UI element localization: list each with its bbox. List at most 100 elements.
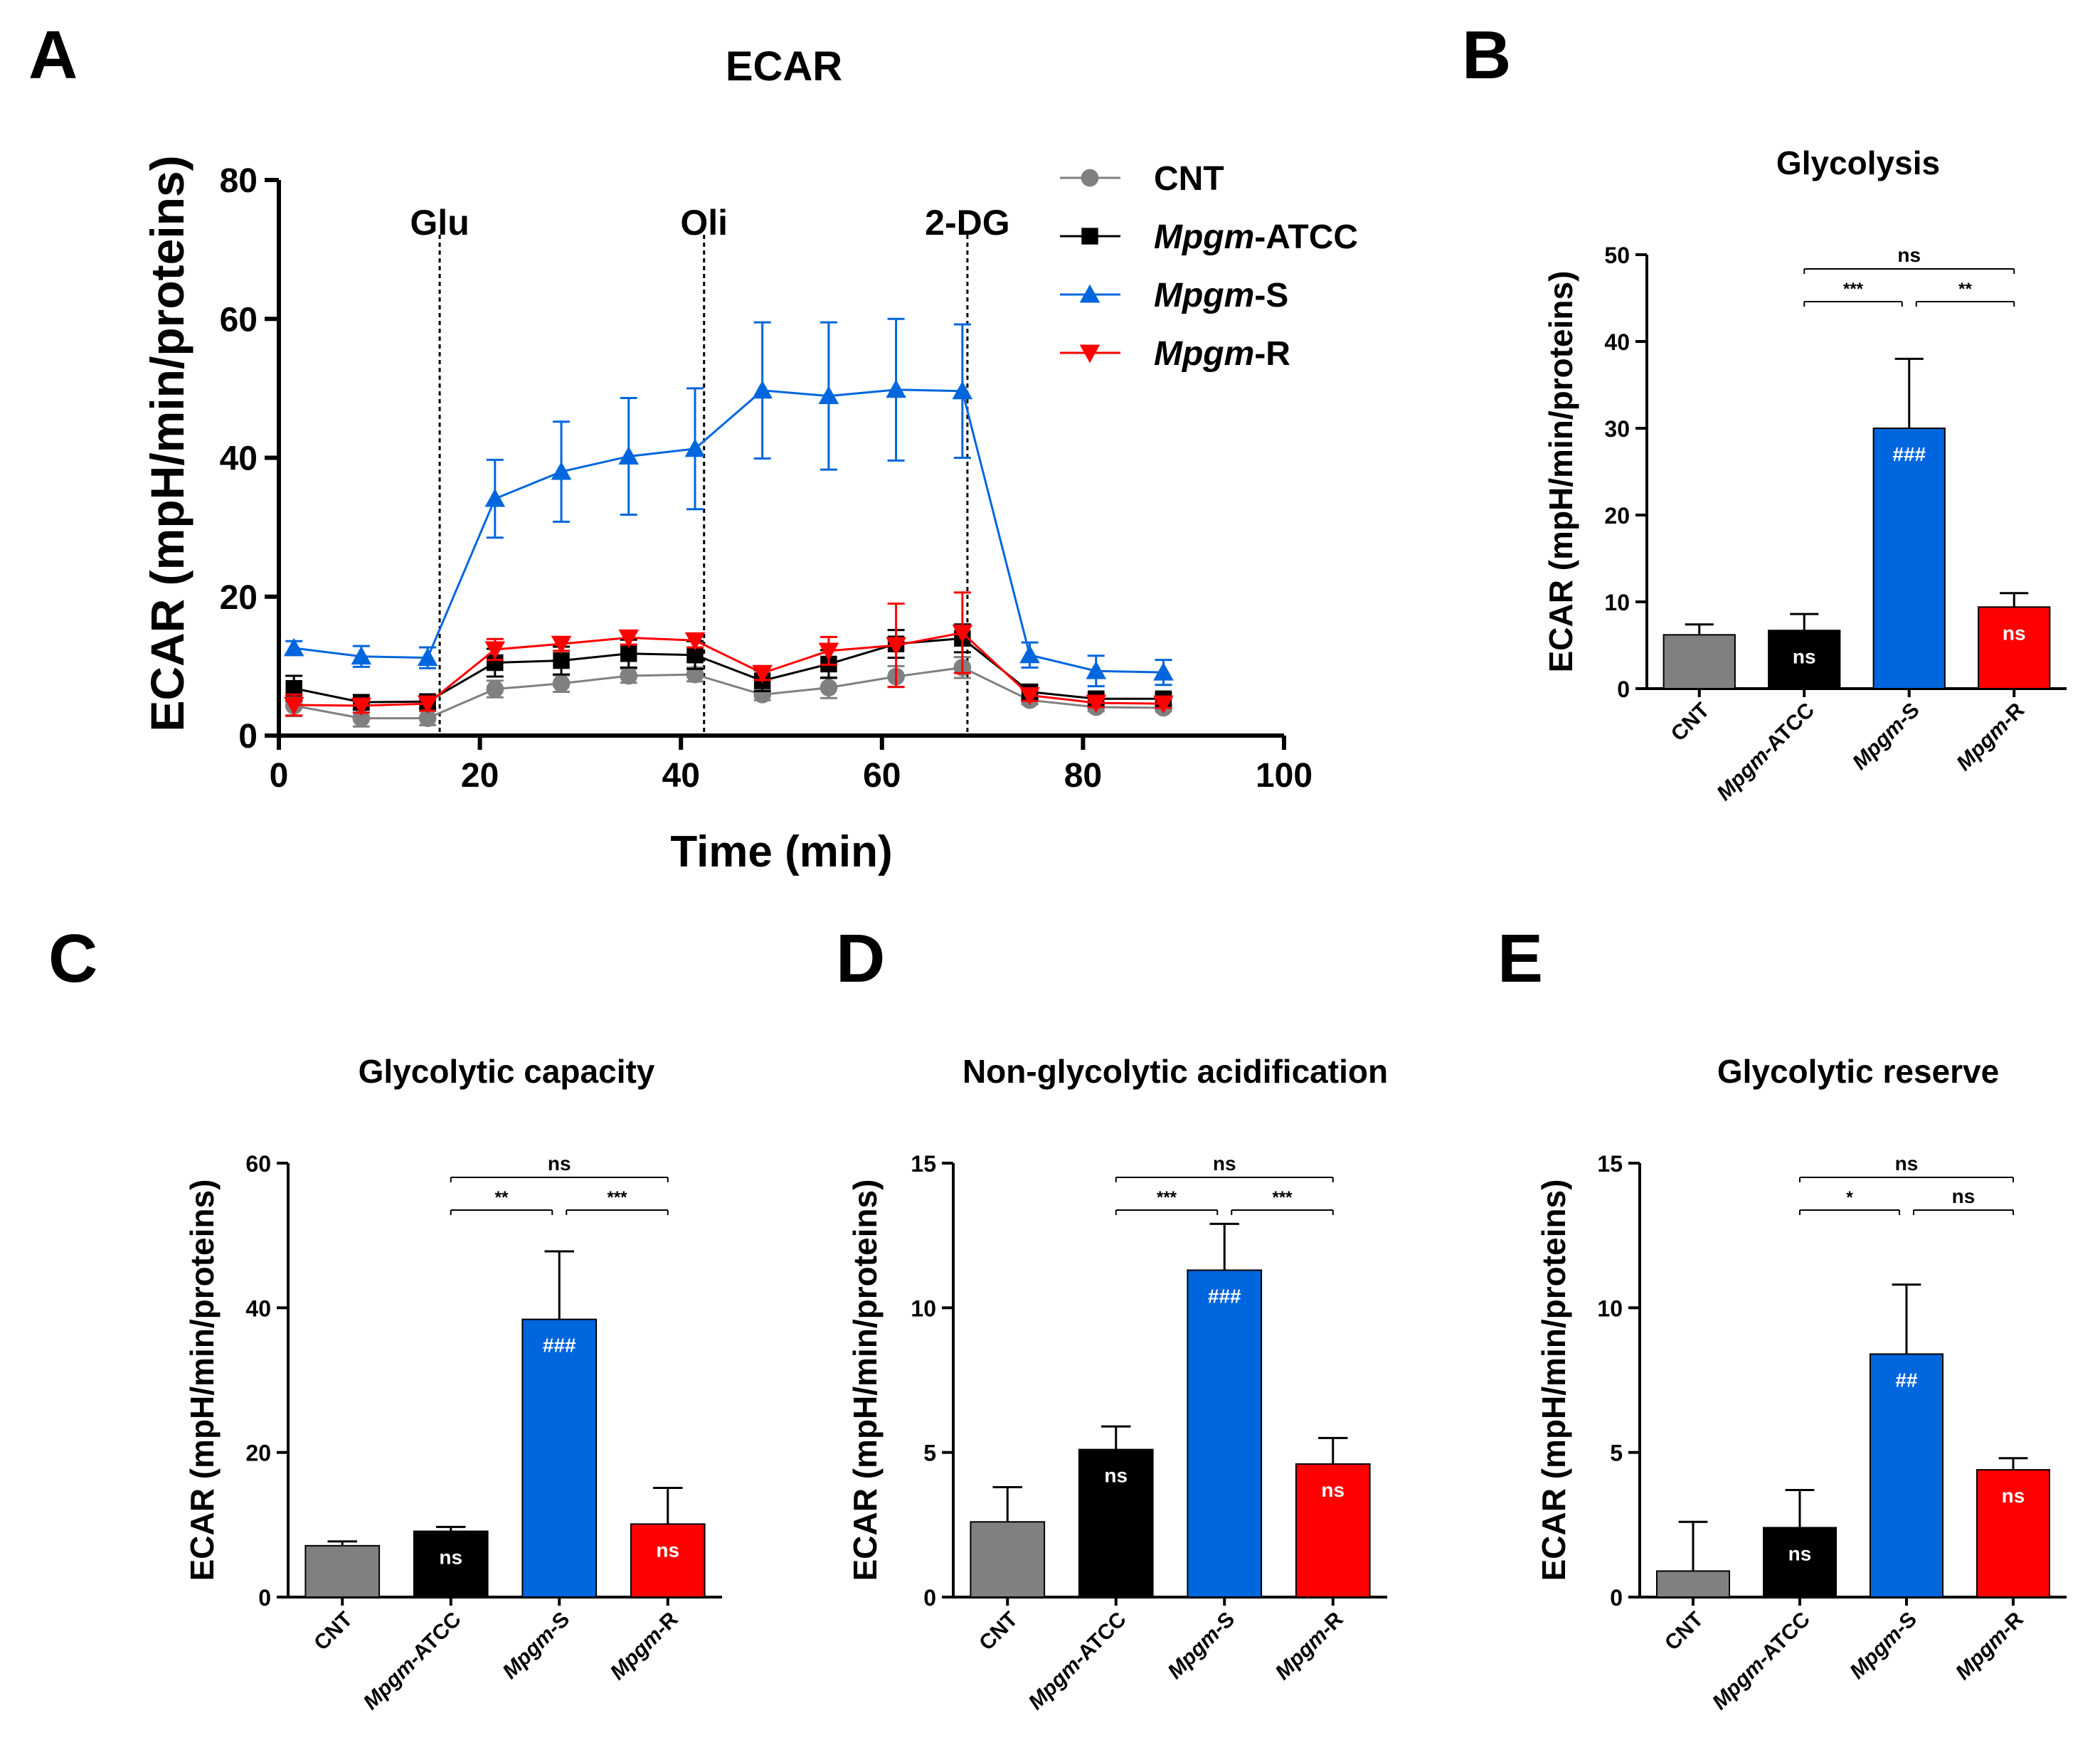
category-label: Mpgm-ATCC xyxy=(1024,1608,1130,1714)
y-tick-label: 60 xyxy=(245,1151,271,1177)
panel-letter-e: E xyxy=(1497,921,1543,997)
bar xyxy=(1978,606,2051,690)
panel-letter-d: D xyxy=(836,921,885,997)
data-point xyxy=(618,629,640,648)
data-point xyxy=(351,646,372,665)
category-label: CNT xyxy=(309,1608,357,1655)
series-line xyxy=(293,666,1164,720)
data-point xyxy=(283,637,304,657)
bar-annotation: ### xyxy=(1208,1285,1241,1307)
bar xyxy=(413,1530,489,1599)
injection-label: Glu xyxy=(410,203,469,243)
data-point xyxy=(1086,694,1107,714)
data-point xyxy=(551,461,572,480)
data-point xyxy=(285,679,302,697)
data-point xyxy=(620,645,637,662)
data-point xyxy=(417,647,438,667)
y-tick-label: 50 xyxy=(1604,243,1630,268)
data-point xyxy=(352,709,371,727)
chart-title: Glycolytic reserve xyxy=(1717,1053,1999,1090)
data-point xyxy=(283,696,304,716)
bar xyxy=(304,1544,381,1598)
y-tick-label: 0 xyxy=(258,1585,271,1611)
data-point xyxy=(952,625,973,643)
series-mpgm-s xyxy=(283,317,1174,688)
y-tick-label: 10 xyxy=(1604,590,1630,615)
bar-annotation: ns xyxy=(2003,622,2026,644)
data-point xyxy=(886,637,906,656)
bar xyxy=(970,1521,1046,1598)
injection-label: Oli xyxy=(680,203,728,243)
category-label: CNT xyxy=(975,1608,1022,1655)
significance-label: ns xyxy=(548,1152,571,1175)
bar xyxy=(1976,1469,2050,1598)
chart-title: Glycolytic capacity xyxy=(359,1053,655,1090)
data-point xyxy=(752,664,773,684)
data-point xyxy=(620,667,638,685)
panel-e-bar-chart: Glycolytic reserve 0 5 10 15 ECAR (mpH/min/pr… xyxy=(1535,1053,2067,1714)
data-point xyxy=(1019,645,1040,664)
bar xyxy=(1662,634,1736,689)
category-label: Mpgm-ATCC xyxy=(359,1608,465,1714)
data-point xyxy=(752,380,773,399)
legend-label: Mpgm-R xyxy=(1154,335,1290,373)
category-label: Mpgm-ATCC xyxy=(1712,699,1819,805)
data-point xyxy=(551,635,572,654)
data-point xyxy=(1086,660,1107,679)
data-point xyxy=(820,679,838,696)
panel-c-bar-chart: Glycolytic capacity 0 20 40 60 ECAR (mpH/min/… xyxy=(184,1053,722,1714)
y-tick-label: 40 xyxy=(1604,329,1630,355)
significance-label: *** xyxy=(1157,1188,1177,1207)
bar xyxy=(1656,1570,1730,1598)
data-point xyxy=(417,695,438,714)
bar xyxy=(1872,428,1946,689)
bar-annotation: ### xyxy=(543,1335,576,1357)
legend-label: Mpgm-ATCC xyxy=(1154,218,1358,256)
significance-label: * xyxy=(1846,1188,1853,1207)
panel-b-bar-chart: Glycolysis 0 10 20 30 40 50 ECAR (mpH/min/prote… xyxy=(1542,144,2067,805)
category-label: Mpgm-S xyxy=(1845,1608,1921,1684)
panel-letter-a: A xyxy=(28,17,78,93)
y-tick-label: 0 xyxy=(1610,1585,1623,1611)
y-tick-label: 0 xyxy=(238,718,258,756)
x-tick-label: 0 xyxy=(270,757,289,795)
category-label: Mpgm-R xyxy=(1952,698,2029,775)
data-point xyxy=(684,438,706,457)
data-point xyxy=(818,642,839,662)
x-tick-label: 60 xyxy=(863,757,901,795)
y-tick-label: 15 xyxy=(911,1151,936,1177)
x-tick-label: 20 xyxy=(461,757,499,795)
category-label: Mpgm-R xyxy=(606,1607,683,1684)
legend: CNT Mpgm-ATCC Mpgm-S Mpgm-R xyxy=(1060,160,1358,373)
category-label: Mpgm-S xyxy=(1848,699,1924,775)
y-tick-label: 15 xyxy=(1597,1151,1623,1177)
y-axis-label: ECAR (mpH/min/proteins) xyxy=(1542,271,1579,673)
category-label: Mpgm-R xyxy=(1271,1607,1348,1684)
bar xyxy=(1870,1353,1943,1599)
y-tick-label: 20 xyxy=(245,1441,271,1466)
category-label: Mpgm-S xyxy=(498,1608,574,1684)
bar-annotation: ## xyxy=(1895,1369,1918,1391)
x-axis-label: Time (min) xyxy=(670,827,892,876)
category-label: Mpgm-ATCC xyxy=(1708,1608,1815,1714)
y-tick-label: 0 xyxy=(1617,677,1630,702)
y-tick-label: 30 xyxy=(1604,416,1630,442)
series-line xyxy=(294,631,1164,707)
data-point xyxy=(351,697,372,716)
chart-title: Non-glycolytic acidification xyxy=(962,1053,1388,1090)
data-point xyxy=(553,652,570,669)
chart-title: Glycolysis xyxy=(1776,144,1940,181)
y-tick-label: 80 xyxy=(220,162,258,200)
legend-marker xyxy=(1079,284,1101,303)
bar xyxy=(630,1523,706,1598)
y-tick-label: 5 xyxy=(923,1441,936,1466)
category-label: Mpgm-S xyxy=(1163,1608,1239,1684)
significance-label: *** xyxy=(1272,1188,1293,1207)
data-point xyxy=(1153,695,1174,714)
bar xyxy=(521,1318,598,1598)
y-tick-label: 0 xyxy=(923,1585,936,1611)
y-tick-label: 40 xyxy=(220,440,258,478)
data-point xyxy=(686,665,704,684)
data-point xyxy=(486,680,504,698)
